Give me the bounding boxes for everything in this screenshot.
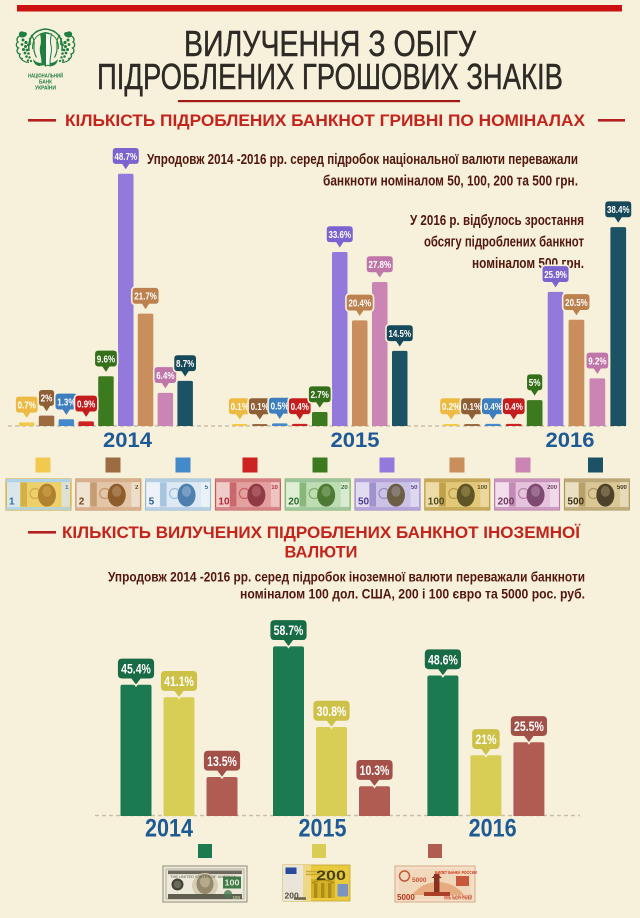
svg-text:0.1%: 0.1% — [231, 401, 250, 413]
svg-text:200: 200 — [498, 497, 515, 508]
svg-text:27.8%: 27.8% — [368, 259, 391, 271]
svg-text:10: 10 — [218, 497, 230, 508]
svg-text:номіналом 100 дол. США, 200 і: номіналом 100 дол. США, 200 і 100 євро т… — [240, 587, 585, 602]
svg-text:2%: 2% — [41, 393, 53, 405]
svg-text:100: 100 — [428, 497, 445, 508]
svg-text:2016: 2016 — [546, 428, 595, 452]
svg-text:48.7%: 48.7% — [114, 151, 137, 163]
svg-text:0.4%: 0.4% — [291, 401, 310, 413]
svg-text:БИЛЕТ БАНКА РОССИИ: БИЛЕТ БАНКА РОССИИ — [435, 870, 477, 876]
svg-text:2015: 2015 — [331, 428, 380, 452]
svg-text:0.7%: 0.7% — [18, 399, 37, 411]
svg-text:200: 200 — [547, 485, 558, 491]
svg-text:0.1%: 0.1% — [463, 401, 482, 413]
svg-text:1.3%: 1.3% — [57, 396, 76, 408]
svg-text:100: 100 — [232, 895, 240, 900]
svg-text:14.5%: 14.5% — [388, 328, 411, 340]
svg-text:5: 5 — [149, 497, 155, 508]
svg-text:ВИЛУЧЕННЯ З ОБІГУ: ВИЛУЧЕННЯ З ОБІГУ — [184, 23, 477, 64]
svg-text:Упродовж 2014 -2016 рр. серед: Упродовж 2014 -2016 рр. серед підробок н… — [147, 152, 578, 168]
svg-text:2: 2 — [79, 497, 85, 508]
svg-text:1: 1 — [65, 485, 69, 491]
svg-text:ВАЛЮТИ: ВАЛЮТИ — [285, 543, 358, 562]
svg-text:2015: 2015 — [299, 815, 347, 843]
svg-text:21.7%: 21.7% — [134, 291, 157, 303]
svg-text:Упродовж 2014 -2016 рр. серед: Упродовж 2014 -2016 рр. серед підробок і… — [108, 570, 585, 585]
svg-text:5%: 5% — [529, 377, 541, 389]
svg-text:КІЛЬКІСТЬ ПІДРОБЛЕНИХ БАНКНОТ: КІЛЬКІСТЬ ПІДРОБЛЕНИХ БАНКНОТ ГРИВНІ ПО … — [65, 111, 586, 130]
svg-text:9.6%: 9.6% — [97, 353, 116, 365]
svg-text:БАНК: БАНК — [39, 80, 52, 86]
svg-text:20.4%: 20.4% — [348, 297, 371, 309]
svg-text:9.2%: 9.2% — [588, 355, 607, 367]
svg-text:КІЛЬКІСТЬ ВИЛУЧЕНИХ ПІДРОБЛЕНИ: КІЛЬКІСТЬ ВИЛУЧЕНИХ ПІДРОБЛЕНИХ БАНКНОТ … — [62, 523, 581, 542]
svg-text:58.7%: 58.7% — [274, 622, 304, 638]
svg-text:38.4%: 38.4% — [607, 204, 630, 216]
svg-text:50: 50 — [411, 485, 418, 491]
svg-text:0.2%: 0.2% — [442, 401, 461, 413]
svg-text:5: 5 — [205, 485, 209, 491]
svg-text:30.8%: 30.8% — [317, 703, 347, 719]
svg-text:13.5%: 13.5% — [207, 753, 237, 769]
svg-text:0.4%: 0.4% — [505, 401, 524, 413]
svg-text:1: 1 — [9, 497, 15, 508]
svg-text:50: 50 — [358, 497, 370, 508]
svg-text:20.5%: 20.5% — [565, 297, 588, 309]
svg-text:2: 2 — [135, 485, 139, 491]
svg-text:200: 200 — [316, 868, 346, 883]
svg-text:33.6%: 33.6% — [328, 229, 351, 241]
svg-text:41.1%: 41.1% — [164, 673, 194, 689]
svg-text:500: 500 — [567, 497, 584, 508]
svg-text:25.5%: 25.5% — [514, 718, 544, 734]
svg-text:0.9%: 0.9% — [77, 398, 96, 410]
svg-text:6.4%: 6.4% — [156, 370, 175, 382]
svg-text:ПЯТЬ ТЫСЯЧ РУБЛЕЙ: ПЯТЬ ТЫСЯЧ РУБЛЕЙ — [444, 894, 472, 902]
svg-text:УКРАЇНИ: УКРАЇНИ — [35, 85, 56, 92]
svg-text:100: 100 — [477, 485, 488, 491]
svg-text:10: 10 — [271, 485, 278, 491]
svg-text:У 2016 р. відбулось зростання: У 2016 р. відбулось зростання — [410, 213, 584, 229]
svg-text:8.7%: 8.7% — [176, 358, 195, 370]
svg-text:48.6%: 48.6% — [428, 651, 458, 667]
svg-text:2014: 2014 — [103, 428, 152, 452]
svg-text:2.7%: 2.7% — [311, 389, 330, 401]
svg-text:20: 20 — [288, 497, 300, 508]
svg-text:2014: 2014 — [145, 815, 193, 843]
svg-text:500: 500 — [617, 485, 628, 491]
svg-text:0.5%: 0.5% — [271, 400, 290, 412]
svg-text:НАЦІОНАЛЬНИЙ: НАЦІОНАЛЬНИЙ — [28, 72, 63, 80]
svg-text:0.4%: 0.4% — [484, 401, 503, 413]
svg-text:10.3%: 10.3% — [360, 762, 390, 778]
svg-text:45.4%: 45.4% — [121, 661, 151, 677]
svg-text:ПІДРОБЛЕНИХ ГРОШОВИХ ЗНАКІВ: ПІДРОБЛЕНИХ ГРОШОВИХ ЗНАКІВ — [97, 56, 563, 97]
svg-text:0.1%: 0.1% — [251, 401, 270, 413]
svg-text:20: 20 — [341, 485, 348, 491]
svg-text:2016: 2016 — [469, 815, 517, 843]
svg-text:5000: 5000 — [412, 877, 427, 884]
svg-text:обсягу підроблених банкнот: обсягу підроблених банкнот — [424, 235, 584, 251]
svg-text:5000: 5000 — [397, 893, 415, 902]
svg-text:банкноти номіналом 50, 100, 20: банкноти номіналом 50, 100, 200 та 500 г… — [323, 174, 578, 190]
svg-text:100: 100 — [225, 879, 241, 888]
svg-text:21%: 21% — [475, 731, 497, 747]
svg-text:25.9%: 25.9% — [544, 269, 567, 281]
svg-text:200: 200 — [285, 891, 299, 901]
svg-text:THE UNITED STATES OF AMERICA: THE UNITED STATES OF AMERICA — [170, 874, 236, 879]
